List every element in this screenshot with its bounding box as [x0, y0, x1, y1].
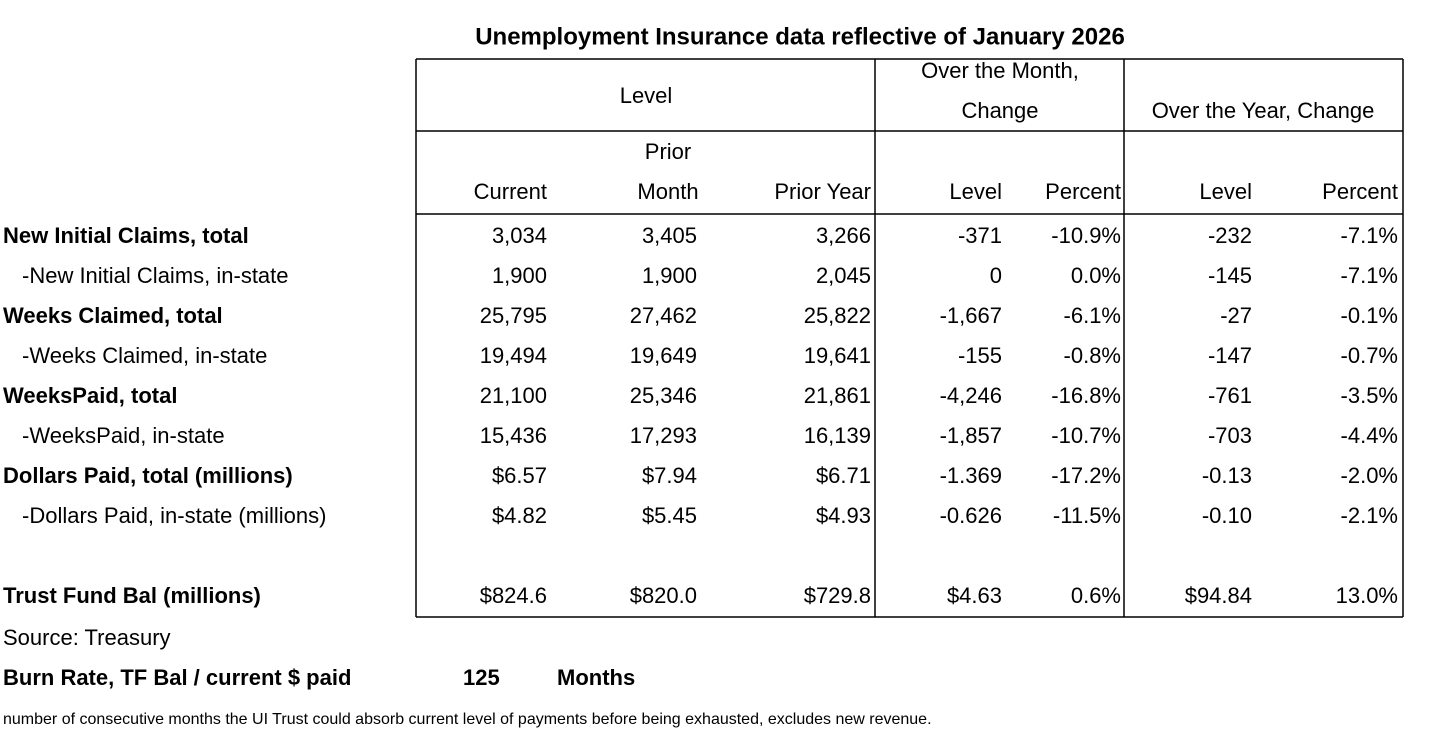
cell: 0: [990, 263, 1002, 288]
header-year: Over the Year, Change: [1152, 98, 1375, 123]
cell: -761: [1208, 383, 1252, 408]
cell: 25,795: [480, 303, 547, 328]
cell: 16,139: [804, 423, 871, 448]
cell: 17,293: [630, 423, 697, 448]
cell: -147: [1208, 343, 1252, 368]
cell: 2,045: [816, 263, 871, 288]
cell: -10.7%: [1051, 423, 1121, 448]
column-header: Level: [949, 179, 1002, 204]
cell: $7.94: [642, 463, 697, 488]
cell: $729.8: [804, 583, 871, 608]
row-label: -Dollars Paid, in-state (millions): [22, 503, 326, 528]
cell: 0.0%: [1071, 263, 1121, 288]
cell: -0.1%: [1341, 303, 1398, 328]
cell: -6.1%: [1064, 303, 1121, 328]
cell: 3,266: [816, 223, 871, 248]
cell: 25,822: [804, 303, 871, 328]
cell: $820.0: [630, 583, 697, 608]
cell: -3.5%: [1341, 383, 1398, 408]
column-header: Prior: [645, 139, 691, 164]
cell: -4,246: [940, 383, 1002, 408]
cell: -16.8%: [1051, 383, 1121, 408]
cell: -0.626: [940, 503, 1002, 528]
cell: -4.4%: [1341, 423, 1398, 448]
cell: $6.57: [492, 463, 547, 488]
column-header: Percent: [1045, 179, 1121, 204]
row-label: -WeeksPaid, in-state: [22, 423, 225, 448]
cell: -2.0%: [1341, 463, 1398, 488]
table-frame: [415, 58, 1404, 618]
cell: -27: [1220, 303, 1252, 328]
cell: 0.6%: [1071, 583, 1121, 608]
row-label: WeeksPaid, total: [3, 383, 177, 408]
row-label: Trust Fund Bal (millions): [3, 583, 261, 608]
cell: -1,667: [940, 303, 1002, 328]
cell: 21,861: [804, 383, 871, 408]
row-label: -New Initial Claims, in-state: [22, 263, 289, 288]
cell: $824.6: [480, 583, 547, 608]
cell: $4.82: [492, 503, 547, 528]
cell: -17.2%: [1051, 463, 1121, 488]
cell: -1.369: [940, 463, 1002, 488]
row-label: New Initial Claims, total: [3, 223, 249, 248]
header-month: Over the Month,: [921, 58, 1079, 83]
cell: -7.1%: [1341, 223, 1398, 248]
column-header: Current: [474, 179, 547, 204]
column-header: Prior Year: [774, 179, 871, 204]
cell: -10.9%: [1051, 223, 1121, 248]
cell: 19,494: [480, 343, 547, 368]
cell: $94.84: [1185, 583, 1252, 608]
cell: -11.5%: [1053, 503, 1121, 528]
source: Source: Treasury: [3, 625, 171, 650]
cell: 25,346: [630, 383, 697, 408]
column-header: Percent: [1322, 179, 1398, 204]
cell: -0.8%: [1064, 343, 1121, 368]
cell: -0.13: [1202, 463, 1252, 488]
cell: -2.1%: [1341, 503, 1398, 528]
cell: 21,100: [480, 383, 547, 408]
burn-rate-unit: Months: [557, 665, 635, 690]
cell: $6.71: [816, 463, 871, 488]
row-label: Weeks Claimed, total: [3, 303, 223, 328]
cell: $5.45: [642, 503, 697, 528]
row-label: -Weeks Claimed, in-state: [22, 343, 267, 368]
cell: 13.0%: [1336, 583, 1398, 608]
cell: 27,462: [630, 303, 697, 328]
cell: $4.93: [816, 503, 871, 528]
cell: 1,900: [492, 263, 547, 288]
title: Unemployment Insurance data reflective o…: [475, 23, 1125, 50]
header-month: Change: [961, 98, 1038, 123]
cell: -145: [1208, 263, 1252, 288]
cell: -1,857: [940, 423, 1002, 448]
cell: $4.63: [947, 583, 1002, 608]
note: number of consecutive months the UI Trus…: [3, 711, 932, 728]
cell: 3,034: [492, 223, 547, 248]
column-header: Level: [1199, 179, 1252, 204]
cell: 1,900: [642, 263, 697, 288]
burn-rate-label: Burn Rate, TF Bal / current $ paid: [3, 665, 351, 690]
column-header: Month: [637, 179, 698, 204]
cell: 19,649: [630, 343, 697, 368]
cell: -0.7%: [1341, 343, 1398, 368]
cell: -0.10: [1202, 503, 1252, 528]
cell: -371: [958, 223, 1002, 248]
cell: -703: [1208, 423, 1252, 448]
cell: -232: [1208, 223, 1252, 248]
cell: 3,405: [642, 223, 697, 248]
cell: -155: [958, 343, 1002, 368]
cell: 19,641: [804, 343, 871, 368]
burn-rate-value: 125: [463, 665, 500, 690]
row-label: Dollars Paid, total (millions): [3, 463, 293, 488]
header-level: Level: [620, 83, 673, 108]
cell: 15,436: [480, 423, 547, 448]
cell: -7.1%: [1341, 263, 1398, 288]
